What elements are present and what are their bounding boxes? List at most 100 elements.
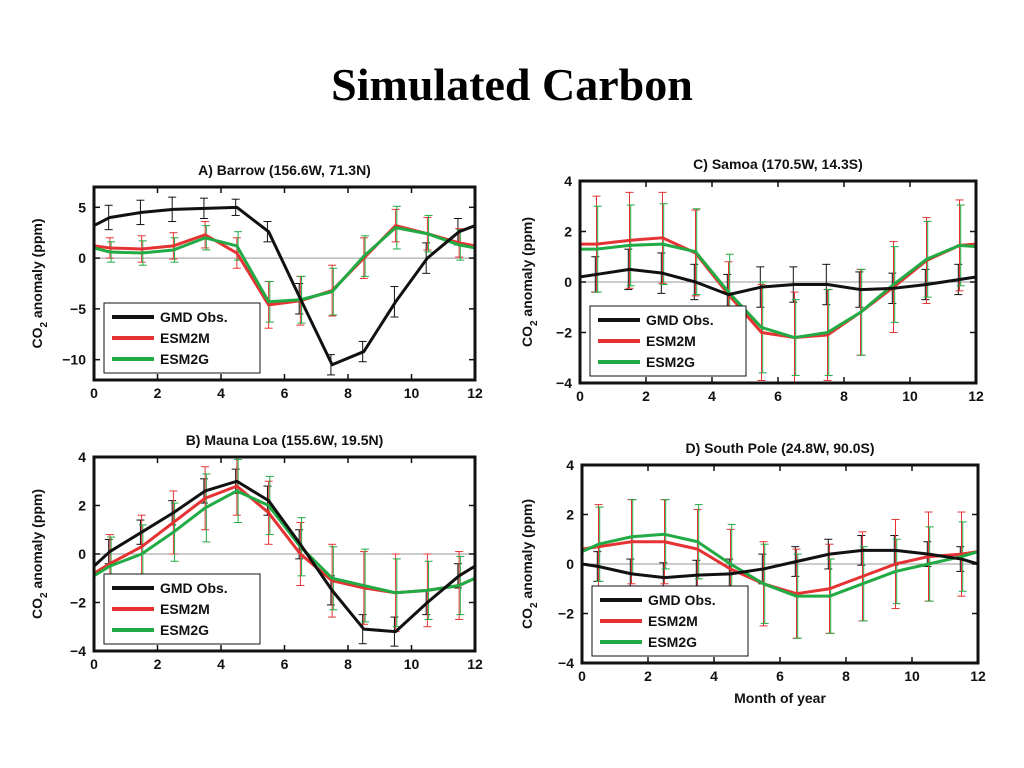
legend-label: ESM2G [160,622,209,638]
y-axis-label-main: CO [519,326,535,347]
y-tick-label: −10 [62,352,86,368]
x-tick-label: 0 [578,668,586,684]
y-axis-label-rest: anomaly (ppm) [29,489,45,592]
y-tick-label: 2 [566,507,574,523]
legend-entry-obs: GMD Obs. [598,312,714,328]
plot-area [580,191,976,383]
legend-label: ESM2G [648,634,697,650]
x-tick-label: 2 [154,656,162,672]
legend-entry-esm2m: ESM2M [112,330,210,346]
y-tick-label: 4 [78,449,86,465]
panel-title: B) Mauna Loa (155.6W, 19.5N) [186,432,384,448]
x-tick-label: 4 [710,668,718,684]
x-tick-label: 8 [344,385,352,401]
y-axis-label: CO2 anomaly (ppm) [29,489,50,619]
y-tick-label: 2 [564,224,572,240]
chart-mauna-loa: B) Mauna Loa (155.6W, 19.5N) 0 2 4 6 8 10 12 4 2 0… [29,432,483,672]
y-axis-label-rest: anomaly (ppm) [519,499,535,602]
y-tick-label: 0 [78,250,86,266]
legend-label: ESM2G [160,351,209,367]
x-tick-label: 8 [344,656,352,672]
y-tick-label: 0 [78,546,86,562]
legend: GMD Obs. ESM2M ESM2G [591,585,749,657]
legend-label: GMD Obs. [646,312,714,328]
y-tick-label: 4 [566,457,574,473]
legend-label: GMD Obs. [160,580,228,596]
legend-entry-esm2m: ESM2M [600,613,698,629]
x-tick-label: 4 [708,388,716,404]
y-axis-label-main: CO [519,608,535,629]
x-tick-label: 8 [840,388,848,404]
x-tick-label: 0 [90,656,98,672]
x-tick-label: 6 [281,385,289,401]
legend-label: ESM2M [160,330,210,346]
y-axis-label-sub: 2 [529,320,540,326]
y-tick-label: 2 [78,498,86,514]
legend-entry-esm2g: ESM2G [600,634,697,650]
series-line-esm2g [94,226,475,304]
y-axis-label-sub: 2 [529,602,540,608]
legend-entry-esm2m: ESM2M [598,333,696,349]
y-tick-label: −2 [558,606,574,622]
series-line-esm2g [582,532,978,598]
legend-entry-esm2g: ESM2G [598,354,695,370]
x-tick-label: 0 [90,385,98,401]
slide-title: Simulated Carbon [331,59,693,110]
x-tick-label: 6 [774,388,782,404]
x-tick-label: 10 [404,656,420,672]
legend-entry-obs: GMD Obs. [600,592,716,608]
x-tick-label: 6 [281,656,289,672]
series-line-esm2g [580,242,976,340]
series-line-obs [582,548,978,580]
y-tick-label: 4 [564,173,572,189]
y-tick-label: 0 [566,556,574,572]
x-tick-label: 4 [217,656,225,672]
y-axis-label-main: CO [29,327,45,348]
legend-entry-esm2m: ESM2M [112,601,210,617]
y-tick-label: −2 [70,595,86,611]
x-tick-label: 2 [642,388,650,404]
y-tick-label: −4 [558,655,574,671]
y-axis-label-main: CO [29,598,45,619]
legend: GMD Obs. ESM2M ESM2G [103,302,261,374]
plot-area [94,457,475,647]
series-line-obs [94,479,475,634]
chart-samoa: C) Samoa (170.5W, 14.3S) 0 2 4 6 8 10 12 4 2 0 −2 −4… [519,156,984,404]
plot-area [94,196,475,376]
y-axis-label: CO2 anomaly (ppm) [519,499,540,629]
legend-label: ESM2M [646,333,696,349]
series-line-obs [94,205,475,367]
chart-south-pole: D) South Pole (24.8W, 90.0S) 0 2 4 6 8 10 12 4 2 0… [519,440,986,706]
x-tick-label: 12 [970,668,986,684]
series-line-esm2g [94,489,475,595]
x-tick-label: 10 [902,388,918,404]
legend-label: GMD Obs. [160,309,228,325]
legend: GMD Obs. ESM2M ESM2G [103,573,261,645]
legend: GMD Obs. ESM2M ESM2G [589,305,747,377]
x-tick-label: 12 [467,385,483,401]
x-axis-label: Month of year [734,690,826,706]
x-tick-label: 8 [842,668,850,684]
x-tick-label: 6 [776,668,784,684]
legend-label: ESM2M [160,601,210,617]
x-tick-label: 10 [904,668,920,684]
y-tick-label: −5 [70,301,86,317]
y-axis-label-rest: anomaly (ppm) [519,217,535,320]
legend-label: ESM2G [646,354,695,370]
x-tick-label: 12 [467,656,483,672]
x-tick-label: 0 [576,388,584,404]
y-axis-label-rest: anomaly (ppm) [29,218,45,321]
x-tick-label: 4 [217,385,225,401]
legend-label: ESM2M [648,613,698,629]
legend-entry-obs: GMD Obs. [112,309,228,325]
legend-label: GMD Obs. [648,592,716,608]
panel-title: A) Barrow (156.6W, 71.3N) [198,162,371,178]
y-axis-label: CO2 anomaly (ppm) [29,218,50,348]
legend-entry-esm2g: ESM2G [112,351,209,367]
panel-title: C) Samoa (170.5W, 14.3S) [693,156,863,172]
y-tick-label: −4 [556,375,572,391]
y-tick-label: −4 [70,643,86,659]
chart-barrow: A) Barrow (156.6W, 71.3N) 0 2 4 6 8 10 12 5 0 −5 −1… [29,162,483,401]
panel-title: D) South Pole (24.8W, 90.0S) [685,440,874,456]
x-tick-label: 2 [644,668,652,684]
